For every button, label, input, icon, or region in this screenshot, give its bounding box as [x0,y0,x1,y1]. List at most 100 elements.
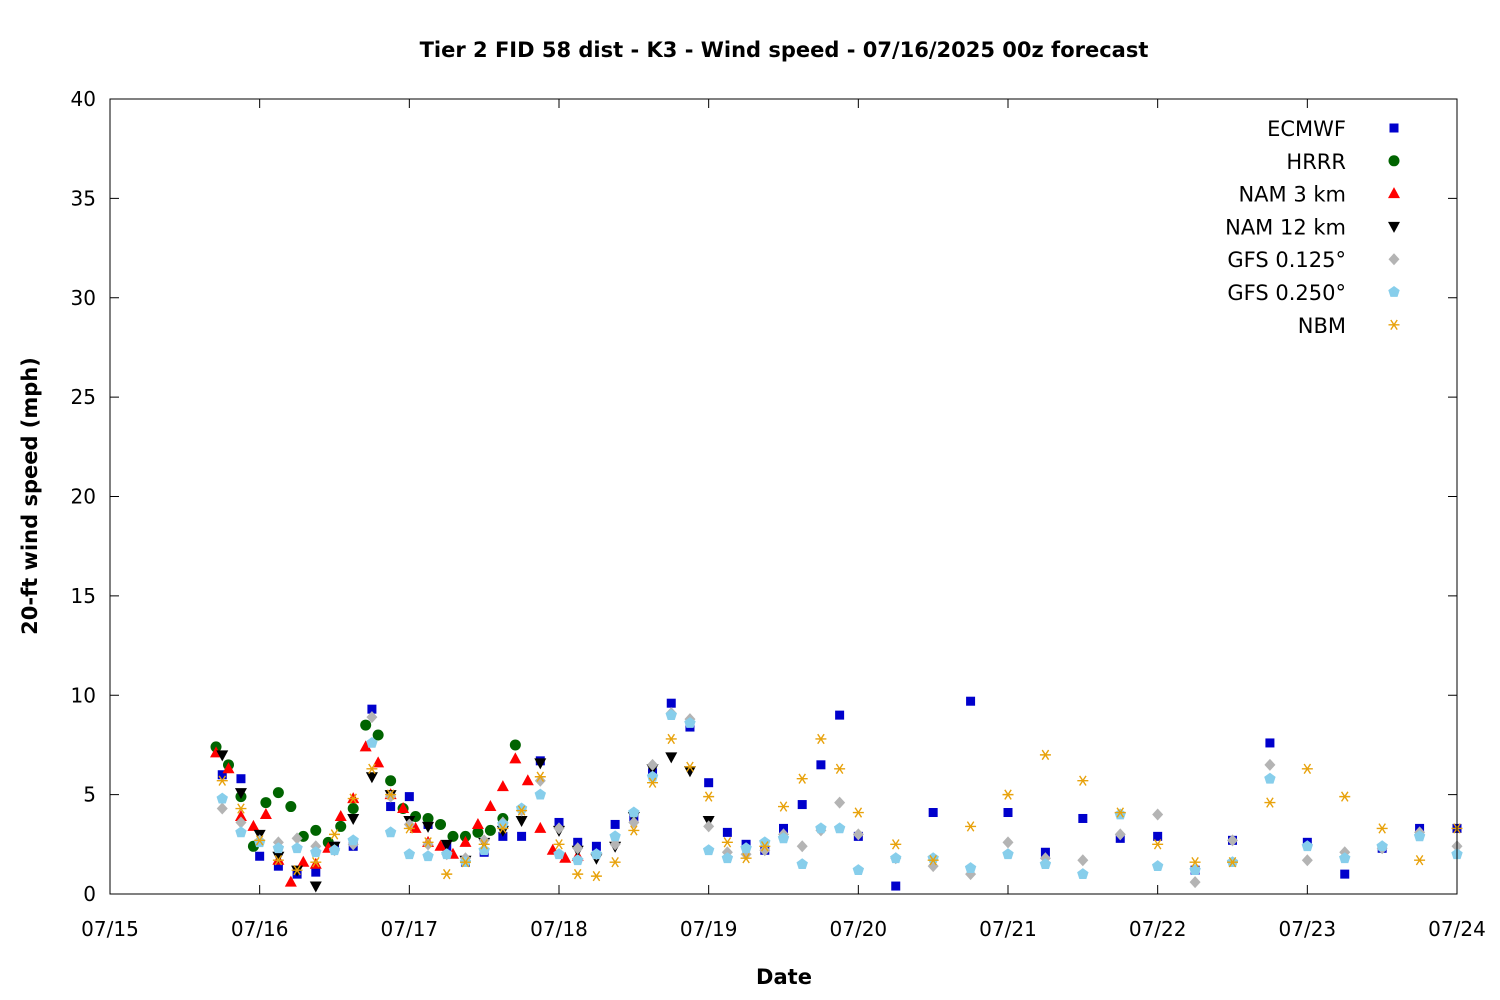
data-point [628,825,640,836]
data-point [534,758,547,770]
data-point [1039,749,1051,761]
data-point [665,752,678,764]
data-point [610,819,620,829]
data-point [609,857,621,868]
y-tick-label: 5 [83,783,96,807]
data-point [216,802,228,815]
data-point [1077,775,1089,786]
y-tick-label: 0 [83,882,96,906]
data-point [1301,840,1314,852]
data-point [310,846,322,858]
y-tick-label: 15 [71,584,96,608]
data-point [260,797,272,809]
data-point [1077,854,1089,867]
data-point [273,861,283,871]
data-point [609,830,621,842]
series-nbm [216,733,1463,882]
data-point [472,826,484,838]
data-point [796,858,808,870]
data-point [553,848,565,860]
legend-marker [1388,253,1400,266]
data-point [497,823,509,834]
data-point [927,855,939,866]
data-point [1301,763,1313,774]
data-point [285,801,297,813]
data-point [216,750,229,762]
data-point [852,864,865,875]
data-point [759,841,771,852]
data-point [521,774,534,786]
legend-marker [1388,187,1400,199]
x-tick-label: 07/20 [830,917,888,941]
data-point [347,803,359,815]
data-point [459,835,472,847]
data-point [386,802,396,812]
data-point [409,821,422,833]
y-tick-label: 20 [71,485,96,509]
data-point [1078,813,1088,823]
x-axis-label: Date [756,965,812,989]
data-point [1114,828,1126,841]
data-point [217,770,227,780]
data-point [1414,855,1426,866]
data-point [403,823,415,834]
x-tick-label: 07/22 [1129,917,1187,941]
data-point [665,733,677,745]
data-point [928,808,938,818]
data-point [572,868,584,880]
data-point [310,824,322,836]
data-point [722,827,732,837]
data-point [816,760,826,770]
data-point [272,855,284,866]
x-tick-label: 07/15 [81,917,139,941]
data-point [759,844,771,857]
x-tick-label: 07/17 [381,917,439,941]
data-point [1339,852,1351,864]
data-point [1376,823,1388,834]
data-point [509,752,522,764]
legend-label: GFS 0.250° [1227,281,1346,305]
data-point [515,815,528,827]
y-tick-label: 25 [71,385,96,409]
data-point [328,844,341,856]
x-tick-label: 07/21 [979,917,1037,941]
data-point [1077,868,1089,879]
data-point [609,838,621,851]
data-point [497,818,509,830]
data-point [572,854,584,866]
data-point [703,820,715,833]
data-points [210,696,1463,893]
data-point [422,850,434,862]
data-point [647,777,659,788]
data-point [310,857,322,868]
data-point [647,758,659,771]
data-point [1152,808,1164,821]
data-point [403,848,416,860]
data-point [404,792,414,802]
legend-marker [1389,123,1399,133]
data-point [259,808,272,819]
data-point [471,817,484,829]
legend-label: NAM 12 km [1225,215,1346,239]
x-tick-label: 07/18 [530,917,588,941]
data-point [835,710,845,720]
legend-marker [1388,221,1400,233]
data-point [553,839,565,850]
data-point [484,824,496,836]
x-tick-label: 07/19 [680,917,738,941]
legend-label: ECMWF [1267,117,1346,141]
data-point [1264,772,1276,784]
data-point [478,844,490,856]
x-tick-label: 07/24 [1428,917,1486,941]
data-point [347,813,360,825]
y-tick-label: 35 [71,186,96,210]
data-point [272,787,284,799]
data-point [254,835,266,846]
data-point [216,775,228,786]
data-point [1264,797,1276,808]
x-tick-label: 07/16 [231,917,289,941]
data-point [367,704,377,714]
data-point [721,837,733,848]
